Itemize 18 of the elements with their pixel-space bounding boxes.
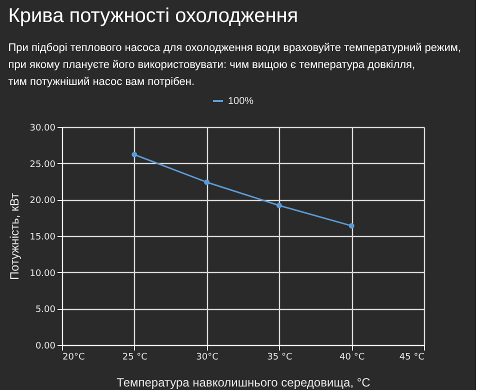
chart-subtitle: При підборі теплового насоса для охолодження води враховуйте температурний режим, при якому плануєте його використовувати: чим вищою є температура довкілля, тим потужніший насос вам потрібен. — [8, 42, 462, 88]
chart-title: Крива потужності охолодження — [8, 5, 298, 27]
x-tick-label: 25 °C — [122, 352, 148, 362]
x-axis-title: Температура навколишнього середовища, °C — [116, 376, 371, 390]
x-tick-label: 20°C — [62, 352, 85, 362]
y-tick-label: 5.00 — [35, 305, 56, 316]
y-tick-label: 20.00 — [30, 196, 56, 206]
x-tick-label: 40 °C — [340, 352, 365, 362]
x-tick-label: 35 °C — [267, 352, 292, 362]
y-tick-label: 25.00 — [30, 160, 56, 170]
y-axis-title: Потужність, кВт — [8, 192, 22, 280]
legend-label: 100% — [228, 96, 254, 107]
y-tick-label: 30.00 — [30, 124, 56, 134]
y-tick-label: 10.00 — [30, 268, 56, 279]
x-tick-label: 45 °C — [399, 352, 424, 362]
y-tick-label: 15.00 — [30, 232, 56, 242]
x-tick-label: 30°C — [196, 352, 218, 362]
y-tick-label: 0.00 — [35, 342, 56, 352]
